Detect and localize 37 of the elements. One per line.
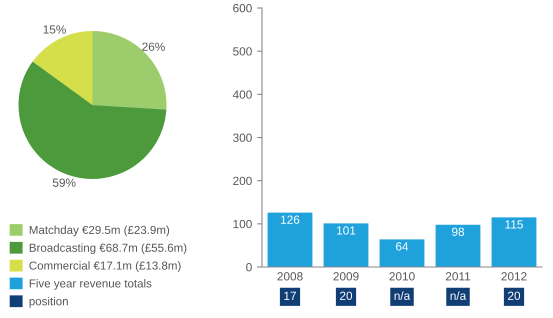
text: n/a [394, 291, 410, 300]
bar [492, 217, 536, 267]
x-tick-label: 2012 [501, 272, 527, 281]
data-label: 64 [396, 242, 408, 251]
data-label: 59% [52, 178, 76, 187]
x-tick-label: 2009 [333, 272, 359, 281]
text: 17 [284, 292, 296, 300]
text: position [30, 296, 68, 308]
y-tick-label: 0 [246, 263, 252, 272]
legend-label: Broadcasting €68.7m (£55.6m) [30, 243, 186, 254]
data-label: 101 [337, 226, 356, 235]
bar [380, 239, 424, 267]
bar [436, 224, 480, 267]
bar [268, 212, 312, 267]
bar [324, 223, 368, 267]
legend-label: Commercial €17.1m (£13.8m) [29, 261, 181, 272]
data-label: 15% [44, 25, 66, 34]
x-tick-label: 2008 [277, 272, 303, 281]
data-label: 98 [452, 228, 464, 236]
x-tick-label: 2010 [389, 272, 415, 281]
pie-slice [18, 62, 166, 179]
legend-label: Five year revenue totals [30, 279, 152, 290]
data-label: 126 [281, 216, 300, 224]
text: 20 [508, 292, 520, 300]
y-tick-label: 200 [233, 176, 252, 186]
text: 20 [340, 292, 352, 300]
y-tick-label: 600 [233, 4, 252, 12]
y-tick-label: 300 [233, 134, 252, 142]
data-label: 26% [142, 42, 165, 51]
data-label: 115 [505, 220, 523, 229]
legend-label: Matchday €29.5m (£23.9m) [30, 226, 170, 236]
pie-slice [92, 31, 166, 110]
y-tick-label: 100 [233, 220, 252, 228]
y-tick-label: 400 [232, 90, 252, 99]
x-tick-label: 2011 [446, 272, 470, 281]
y-tick-label: 500 [233, 47, 252, 56]
text: n/a [450, 291, 466, 300]
